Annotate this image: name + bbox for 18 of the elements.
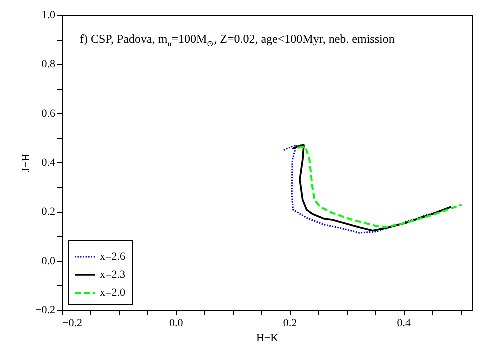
- x-tick-label: −0.2: [62, 318, 82, 330]
- y-tick-label: 0.0: [42, 255, 56, 268]
- y-tick-label: 0.4: [42, 157, 56, 169]
- legend-label: x=2.0: [100, 287, 126, 299]
- y-tick-label: 0.6: [42, 108, 56, 120]
- y-tick-label: −0.2: [36, 304, 56, 316]
- legend-label: x=2.3: [100, 269, 126, 281]
- line-series: [283, 144, 436, 234]
- legend-label: x=2.6: [100, 251, 126, 263]
- y-axis-title: J−H: [20, 154, 33, 172]
- y-tick-label: 0.2: [42, 206, 56, 218]
- y-tick-label: 0.8: [42, 58, 56, 71]
- y-tick-label: 1.0: [42, 10, 56, 22]
- x-tick-label: 0.0: [170, 318, 184, 330]
- x-tick-label: 0.2: [283, 318, 298, 330]
- x-axis-title: H−K: [256, 332, 279, 344]
- text: f) CSP, Padova, m$_{u}$=100M$_{⊙}$, Z=0.02, age<100Myr, neb. emission: [80, 32, 395, 48]
- x-tick-label: 0.4: [397, 318, 412, 330]
